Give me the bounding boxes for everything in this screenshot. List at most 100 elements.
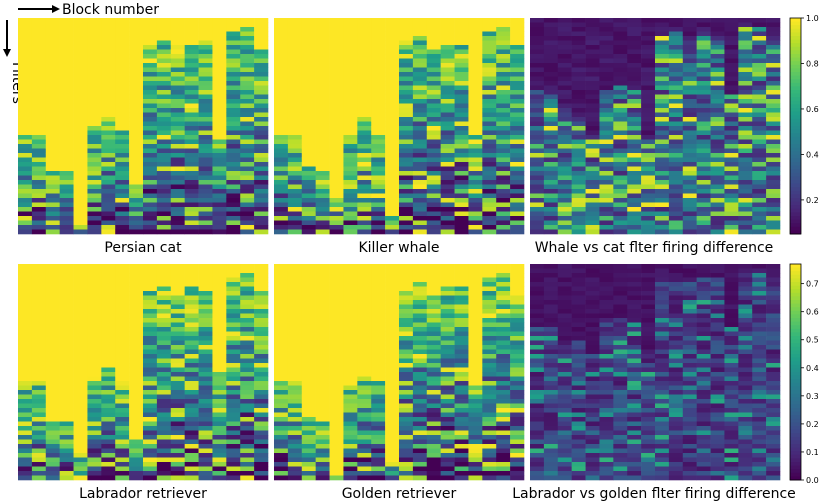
heatmap-cell xyxy=(496,273,511,278)
heatmap-cell xyxy=(724,225,739,230)
heatmap-cell xyxy=(357,175,372,181)
heatmap-cell xyxy=(156,153,172,158)
heatmap-cell xyxy=(143,453,158,458)
heatmap-cell xyxy=(571,444,586,449)
heatmap-cell xyxy=(613,444,628,449)
heatmap-cell xyxy=(371,408,386,413)
heatmap-cell xyxy=(557,189,572,194)
heatmap-cell xyxy=(599,331,614,337)
heatmap-cell xyxy=(170,72,185,77)
heatmap-cell xyxy=(129,421,144,427)
heatmap-cell xyxy=(18,193,33,199)
heatmap-cell xyxy=(143,304,158,310)
heatmap-cell xyxy=(287,207,303,212)
heatmap-cell xyxy=(454,207,469,212)
heatmap-cell xyxy=(599,381,614,386)
heatmap-cell xyxy=(115,180,130,185)
heatmap-cell xyxy=(329,345,344,350)
heatmap-cell xyxy=(184,444,199,449)
heatmap-cell xyxy=(329,264,344,269)
heatmap-cell xyxy=(45,207,60,212)
heatmap-cell xyxy=(496,268,511,274)
heatmap-cell xyxy=(530,90,545,95)
heatmap-cell xyxy=(385,309,400,314)
heatmap-cell xyxy=(143,36,158,41)
heatmap-cell xyxy=(766,229,781,235)
heatmap-cell xyxy=(510,225,525,230)
heatmap-cell xyxy=(371,390,386,395)
heatmap-cell xyxy=(170,54,185,59)
heatmap-cell xyxy=(468,367,483,373)
heatmap-cell xyxy=(530,466,545,472)
heatmap-cell xyxy=(613,453,628,458)
heatmap-cell xyxy=(184,318,199,323)
heatmap-cell xyxy=(357,54,372,59)
heatmap-cell xyxy=(496,475,511,481)
heatmap-cell xyxy=(357,153,372,158)
heatmap-cell xyxy=(696,430,711,436)
heatmap-cell xyxy=(510,300,525,305)
heatmap-cell xyxy=(752,85,767,91)
heatmap-cell xyxy=(115,435,130,440)
heatmap-cell xyxy=(655,27,670,32)
heatmap-cell xyxy=(412,220,428,226)
heatmap-cell xyxy=(613,148,628,154)
heatmap-cell xyxy=(315,94,330,100)
heatmap-cell xyxy=(543,268,559,274)
heatmap-cell xyxy=(399,72,414,77)
heatmap-cell xyxy=(641,426,656,431)
heatmap-cell xyxy=(613,63,628,68)
heatmap-cell xyxy=(343,45,358,50)
heatmap-cell xyxy=(129,309,144,314)
heatmap-cell xyxy=(212,304,227,310)
heatmap-cell xyxy=(599,354,614,359)
heatmap-cell xyxy=(143,211,158,217)
heatmap-cell xyxy=(468,40,483,46)
heatmap-cell xyxy=(59,211,74,217)
heatmap-cell xyxy=(468,27,483,32)
heatmap-cell xyxy=(599,417,614,422)
heatmap-cell xyxy=(184,148,199,154)
heatmap-cell xyxy=(468,282,483,287)
heatmap-cell xyxy=(143,58,158,64)
heatmap-cell xyxy=(557,45,572,50)
heatmap-cell xyxy=(226,220,241,226)
heatmap-cell xyxy=(426,390,441,395)
heatmap-cell xyxy=(627,126,642,131)
heatmap-cell xyxy=(156,300,172,305)
heatmap-cell xyxy=(143,144,158,149)
heatmap-cell xyxy=(738,184,753,190)
heatmap-cell xyxy=(254,130,269,136)
heatmap-cell xyxy=(18,394,33,400)
heatmap-cell xyxy=(31,171,47,176)
heatmap-cell xyxy=(399,340,414,346)
heatmap-cell xyxy=(357,202,372,208)
heatmap-cell xyxy=(254,117,269,122)
heatmap-cell xyxy=(184,229,199,235)
heatmap-cell xyxy=(240,471,255,476)
heatmap-cell xyxy=(87,40,102,46)
heatmap-cell xyxy=(212,264,227,269)
heatmap-cell xyxy=(73,103,88,109)
heatmap-cell xyxy=(468,63,483,68)
heatmap-cell xyxy=(212,27,227,32)
heatmap-cell xyxy=(668,439,684,445)
heatmap-cell xyxy=(184,426,199,431)
heatmap-cell xyxy=(412,126,428,131)
heatmap-cell xyxy=(682,412,697,418)
heatmap-cell xyxy=(641,435,656,440)
heatmap-cell xyxy=(440,117,455,122)
heatmap-cell xyxy=(585,273,600,278)
heatmap-cell xyxy=(399,394,414,400)
heatmap-cell xyxy=(613,457,628,463)
heatmap-cell xyxy=(571,453,586,458)
heatmap-cell xyxy=(371,457,386,463)
heatmap-cell xyxy=(18,457,33,463)
heatmap-cell xyxy=(682,85,697,91)
heatmap-cell xyxy=(682,277,697,283)
heatmap-cell xyxy=(710,273,725,278)
heatmap-cell xyxy=(254,444,269,449)
heatmap-cell xyxy=(156,358,172,364)
heatmap-cell xyxy=(585,45,600,50)
heatmap-cell xyxy=(329,300,344,305)
